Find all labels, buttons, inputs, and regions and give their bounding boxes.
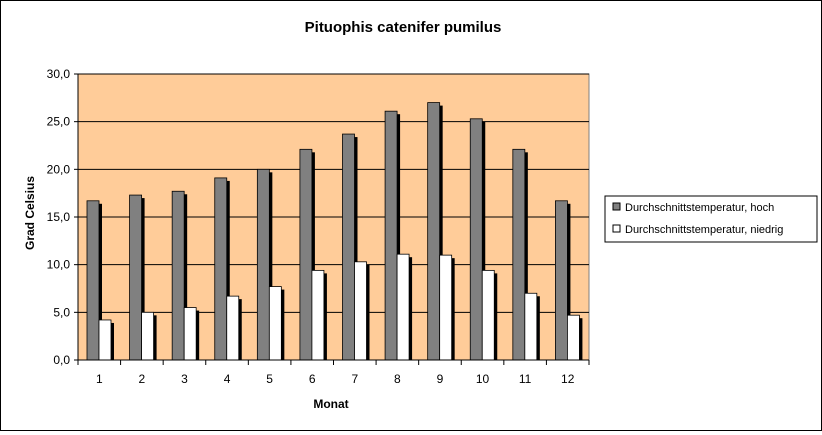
y-tick-label: 10,0 <box>47 258 71 272</box>
y-tick-label: 5,0 <box>53 305 70 319</box>
x-axis-label: Monat <box>313 397 348 411</box>
bar-low <box>481 269 495 361</box>
chart-title: Pituophis catenifer pumilus <box>305 19 502 36</box>
bar-low <box>524 292 538 361</box>
x-tick-label: 10 <box>476 372 490 386</box>
x-tick-label: 4 <box>224 372 231 386</box>
legend-label-low: Durchschnittstemperatur, niedrig <box>625 224 783 236</box>
bar-high <box>86 200 100 361</box>
axes: 0,05,010,015,020,025,030,01 2 3 4 5 6 7 8 9 10 11 1… <box>47 67 590 386</box>
bar-low <box>268 286 282 361</box>
bars <box>86 102 583 361</box>
x-tick-label: 11 <box>519 372 532 386</box>
bar-low <box>439 254 453 361</box>
bar-high <box>555 200 568 361</box>
legend-swatch-low <box>612 224 621 233</box>
y-tick-label: 15,0 <box>47 210 71 224</box>
bar-low <box>226 295 240 361</box>
x-tick-label: 3 <box>181 372 188 386</box>
x-tick-label: 2 <box>139 372 146 386</box>
bar-high <box>427 102 441 361</box>
y-tick-label: 0,0 <box>53 353 70 367</box>
bar-low <box>396 253 410 361</box>
bar-high <box>256 168 270 361</box>
bar-high <box>171 190 185 361</box>
x-tick-label: 7 <box>351 372 358 386</box>
x-tick-label: 9 <box>437 372 444 386</box>
x-tick-label: 8 <box>394 372 401 386</box>
legend: Durchschnittstemperatur, hoch Durchschni… <box>604 195 818 243</box>
y-tick-label: 20,0 <box>47 162 71 176</box>
bar-low <box>141 311 154 361</box>
bar-high <box>384 110 398 361</box>
y-tick-label: 25,0 <box>47 115 71 129</box>
legend-swatch-high <box>612 202 621 211</box>
bar-low <box>183 307 197 361</box>
bar-low <box>567 314 580 361</box>
legend-label-high: Durchschnittstemperatur, hoch <box>625 202 774 214</box>
bar-high <box>469 118 483 361</box>
bar-low <box>354 261 367 361</box>
y-axis-label: Grad Celsius <box>23 176 37 250</box>
bar-low <box>311 269 325 361</box>
gridlines <box>78 73 589 313</box>
bar-high <box>342 133 355 361</box>
x-tick-label: 12 <box>561 372 575 386</box>
bar-high <box>129 194 142 361</box>
bar-low <box>98 319 112 361</box>
y-tick-label: 30,0 <box>47 67 71 81</box>
bar-high <box>512 148 526 361</box>
x-tick-label: 6 <box>309 372 316 386</box>
legend-box <box>604 195 818 243</box>
bar-high <box>299 148 313 361</box>
x-tick-label: 1 <box>96 372 103 386</box>
x-tick-label: 5 <box>266 372 273 386</box>
bar-high <box>214 177 228 361</box>
